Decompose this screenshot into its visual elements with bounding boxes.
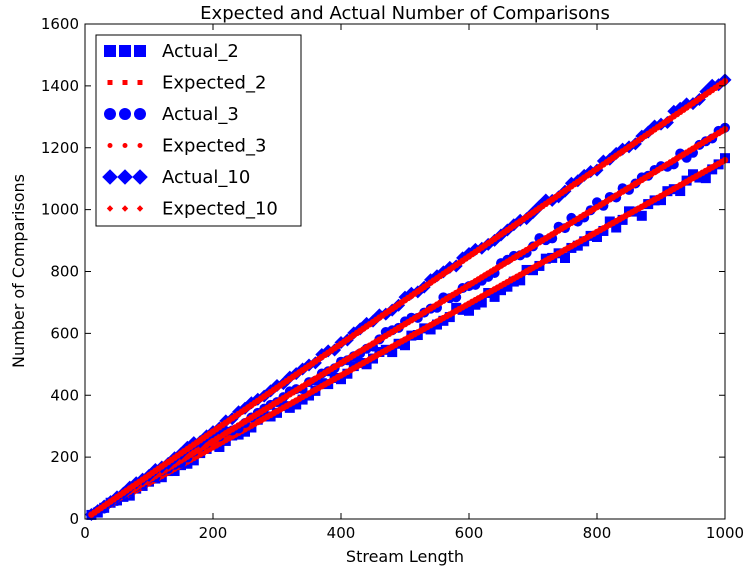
data-point	[284, 402, 295, 413]
legend-label: Expected_3	[162, 136, 266, 157]
data-point	[611, 222, 622, 233]
legend-marker	[137, 80, 143, 85]
y-axis-ticks: 0 200 400 600 800 1000 1200 1400 1600	[41, 15, 725, 528]
x-tick-label: 1000	[706, 524, 744, 542]
data-point	[604, 216, 615, 227]
legend-marker	[104, 45, 116, 57]
data-point	[515, 275, 526, 286]
legend-item-actual_10: Actual_10	[102, 167, 250, 188]
data-point	[700, 173, 711, 184]
y-tick-label: 400	[50, 386, 79, 404]
legend-marker	[136, 205, 144, 212]
data-point	[656, 195, 666, 206]
x-tick-label: 0	[80, 524, 90, 542]
legend-item-actual_2: Actual_2	[104, 41, 239, 62]
data-layer	[84, 73, 732, 521]
y-tick-label: 600	[50, 324, 79, 342]
legend-marker	[119, 108, 131, 120]
legend-marker	[107, 143, 113, 148]
legend-marker	[107, 80, 113, 85]
series-expected_2	[88, 156, 729, 519]
data-point	[470, 299, 481, 310]
legend-label: Actual_3	[162, 104, 239, 125]
legend-marker	[104, 108, 116, 120]
x-axis-label: Stream Length	[346, 547, 464, 566]
legend-label: Actual_10	[162, 167, 250, 188]
legend-item-expected_10: Expected_10	[106, 199, 278, 220]
y-tick-label: 1000	[41, 201, 79, 219]
legend: Actual_2 Expected_2 Actual_3 Expected_3 Actu…	[95, 34, 302, 227]
data-point	[560, 252, 570, 263]
legend-label: Expected_10	[162, 199, 278, 220]
legend-marker	[122, 143, 128, 148]
data-point	[489, 291, 500, 302]
y-tick-label: 800	[50, 263, 79, 281]
legend-marker	[106, 205, 114, 212]
y-tick-label: 0	[69, 510, 79, 528]
x-tick-label: 200	[199, 524, 228, 542]
x-axis-ticks: 0 200 400 600 800 1000	[80, 24, 744, 542]
legend-item-expected_2: Expected_2	[107, 73, 266, 94]
data-point	[675, 186, 686, 197]
data-point	[336, 374, 346, 385]
legend-marker	[137, 143, 143, 148]
y-tick-label: 1400	[41, 77, 79, 95]
x-tick-label: 400	[327, 524, 356, 542]
data-point	[291, 399, 302, 410]
legend-marker	[122, 80, 128, 85]
legend-label: Expected_2	[162, 73, 266, 94]
y-tick-label: 200	[50, 448, 79, 466]
data-point	[592, 231, 602, 242]
legend-item-expected_3: Expected_3	[107, 136, 266, 157]
data-point	[636, 210, 647, 221]
x-tick-label: 800	[583, 524, 612, 542]
legend-marker	[117, 169, 133, 185]
y-axis-label: Number of Comparisons	[9, 174, 28, 368]
legend-item-actual_3: Actual_3	[104, 104, 239, 125]
chart-title: Expected and Actual Number of Comparison…	[200, 3, 610, 24]
legend-frame	[95, 34, 302, 227]
data-point	[502, 281, 513, 292]
legend-marker	[134, 108, 146, 120]
series-expected_10	[88, 78, 729, 518]
data-point	[425, 324, 436, 335]
data-point	[688, 169, 698, 180]
data-point	[400, 340, 410, 351]
data-point	[214, 441, 225, 452]
legend-marker	[121, 205, 129, 212]
y-tick-label: 1200	[41, 139, 79, 157]
legend-marker	[119, 45, 131, 57]
data-point	[464, 305, 474, 316]
data-point	[476, 297, 487, 308]
y-tick-label: 1600	[41, 15, 79, 33]
x-tick-label: 600	[455, 524, 484, 542]
legend-marker	[134, 45, 146, 57]
legend-marker	[102, 169, 118, 185]
legend-marker	[132, 169, 148, 185]
data-point	[496, 285, 506, 296]
data-point	[387, 347, 398, 358]
legend-label: Actual_2	[162, 41, 239, 62]
